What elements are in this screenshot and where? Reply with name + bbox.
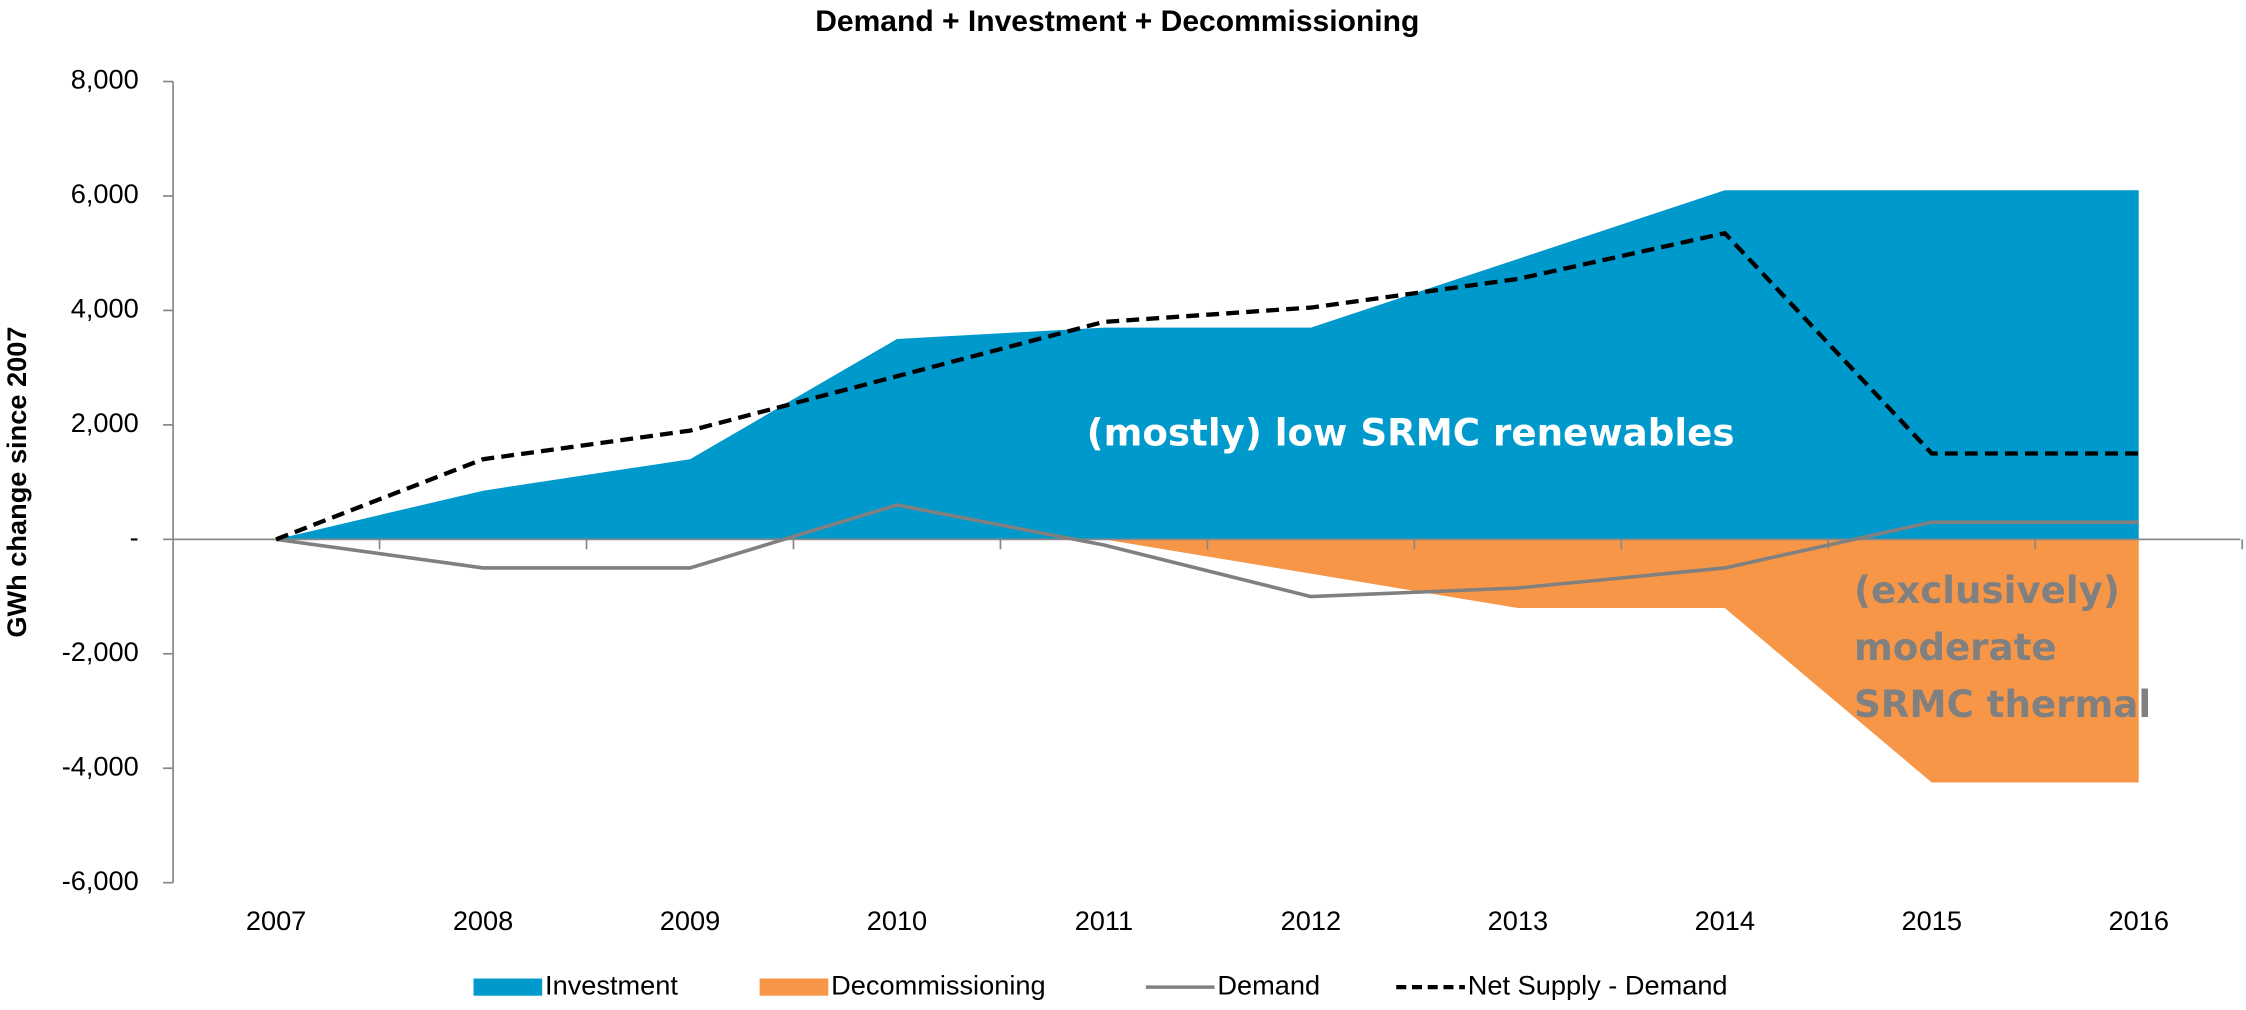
y-tick-label: 4,000 (71, 293, 139, 324)
y-tick-label: 2,000 (71, 407, 139, 438)
line (275, 230, 2139, 542)
legend-label: Demand (1217, 969, 1320, 1000)
x-tick-label: 2007 (246, 905, 306, 936)
y-tick-label: -2,000 (62, 636, 139, 667)
line (275, 503, 2139, 599)
x-tick-label: 2010 (867, 905, 927, 936)
x-tick-label: 2008 (453, 905, 513, 936)
y-tick-label: 6,000 (71, 178, 139, 209)
y-axis-label: GWh change since 2007 (1, 327, 32, 638)
legend-swatch (473, 978, 543, 996)
y-tick-label: -6,000 (62, 865, 139, 896)
x-tick-label: 2012 (1281, 905, 1341, 936)
x-tick-label: 2011 (1075, 905, 1133, 936)
legend-label: Decommissioning (831, 969, 1045, 1000)
y-tick-label: -4,000 (62, 750, 139, 781)
x-tick-label: 2014 (1695, 905, 1755, 936)
y-tick-label: 8,000 (71, 64, 139, 95)
legend-swatch (759, 978, 829, 996)
x-tick-label: 2016 (2108, 905, 2168, 936)
annotation: (mostly) low SRMC renewables (1087, 410, 1735, 454)
legend-label: Investment (545, 969, 678, 1000)
area (276, 539, 2139, 783)
x-tick-label: 2015 (1902, 905, 1962, 936)
y-tick-label: - (130, 522, 139, 553)
annotation: (exclusively) (1854, 568, 2120, 612)
x-tick-label: 2009 (660, 905, 720, 936)
x-tick-label: 2013 (1488, 905, 1548, 936)
annotation: SRMC thermal (1854, 682, 2151, 726)
legend-label: Net Supply - Demand (1468, 969, 1728, 1000)
annotation: moderate (1854, 625, 2057, 669)
area (276, 190, 2139, 540)
chart-title: Demand + Investment + Decommissioning (815, 5, 1419, 38)
